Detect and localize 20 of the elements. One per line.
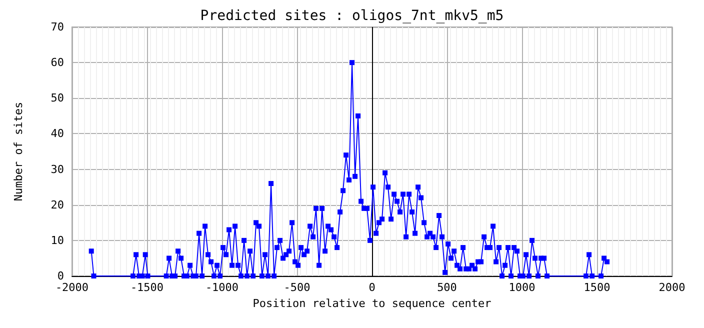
y-tick-label: 0: [57, 270, 64, 282]
y-tick-label: 40: [50, 127, 64, 140]
x-tick-label: -1000: [205, 281, 239, 294]
y-tick-label: 70: [50, 20, 64, 34]
x-tick-label: -2000: [55, 281, 89, 294]
x-tick-label: -500: [284, 281, 310, 294]
y-tick-label: 20: [50, 198, 64, 212]
x-tick-label: 0: [368, 281, 376, 294]
y-tick-label: 60: [50, 56, 64, 70]
chart-title: Predicted sites : oligos_7nt_mkv5_m5: [200, 8, 504, 24]
y-tick-label: 50: [50, 92, 64, 105]
x-tick-label: 500: [437, 281, 457, 294]
y-tick-label: 30: [50, 162, 64, 176]
x-axis-title: Position relative to sequence center: [252, 296, 492, 310]
y-axis-title: Number of sites: [12, 102, 25, 202]
x-tick-label: 2000: [658, 281, 686, 294]
y-tick-label: 10: [50, 234, 64, 247]
x-tick-label: -1500: [130, 281, 164, 294]
x-tick-label: 1500: [584, 281, 610, 294]
x-tick-label: 1000: [508, 281, 536, 294]
